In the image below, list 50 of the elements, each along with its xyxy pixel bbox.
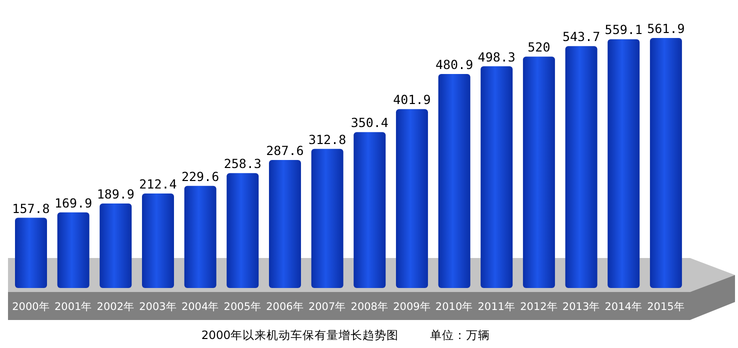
x-tick-label: 2000年 <box>12 301 50 313</box>
data-label: 189.9 <box>96 186 134 202</box>
x-tick-label: 2010年 <box>435 301 474 313</box>
bar <box>226 173 259 288</box>
bar <box>608 39 640 288</box>
x-tick-label: 2015年 <box>647 301 685 313</box>
x-tick-label: 2003年 <box>139 301 177 313</box>
bar <box>100 204 132 288</box>
x-tick-label: 2011年 <box>478 301 516 313</box>
bar <box>565 46 598 288</box>
x-tick-label: 2005年 <box>224 301 262 313</box>
x-tick-label: 2007年 <box>308 301 346 313</box>
bar <box>311 148 344 288</box>
data-label: 258.3 <box>224 156 262 172</box>
data-label: 287.6 <box>266 143 304 158</box>
data-label: 169.9 <box>54 195 92 210</box>
bar <box>142 194 174 288</box>
bar <box>268 160 301 288</box>
x-tick-label: 2012年 <box>520 301 558 313</box>
bar <box>650 38 682 288</box>
data-label: 401.9 <box>393 92 431 108</box>
data-label: 312.8 <box>308 132 346 147</box>
data-label: 480.9 <box>435 57 474 72</box>
x-tick-label: 2013年 <box>562 301 600 313</box>
x-tick-label: 2004年 <box>181 301 220 313</box>
x-tick-label: 2006年 <box>266 301 304 313</box>
data-label: 543.7 <box>562 29 600 44</box>
bar <box>354 132 386 288</box>
data-label: 229.6 <box>182 168 220 184</box>
bar <box>480 66 513 288</box>
data-label: 212.4 <box>139 176 177 192</box>
bar <box>184 186 216 288</box>
bar <box>438 74 470 288</box>
x-tick-label: 2014年 <box>604 301 642 313</box>
x-tick-label: 2008年 <box>350 301 389 313</box>
bar <box>15 218 47 288</box>
x-tick-label: 2001年 <box>54 301 92 313</box>
data-label: 559.1 <box>604 22 642 38</box>
data-label: 498.3 <box>478 49 516 64</box>
bar <box>522 56 555 288</box>
x-tick-label: 2002年 <box>96 301 135 313</box>
x-tick-label: 2009年 <box>393 301 431 313</box>
bar <box>396 109 428 288</box>
text: 单位：万辆 <box>430 328 490 342</box>
data-label: 561.9 <box>647 21 685 36</box>
text: 2000年以来机动车保有量增长趋势图 <box>201 328 399 342</box>
bar <box>57 212 90 288</box>
data-label: 350.4 <box>350 115 388 130</box>
data-label: 157.8 <box>12 200 50 216</box>
data-label: 520 <box>528 40 550 55</box>
